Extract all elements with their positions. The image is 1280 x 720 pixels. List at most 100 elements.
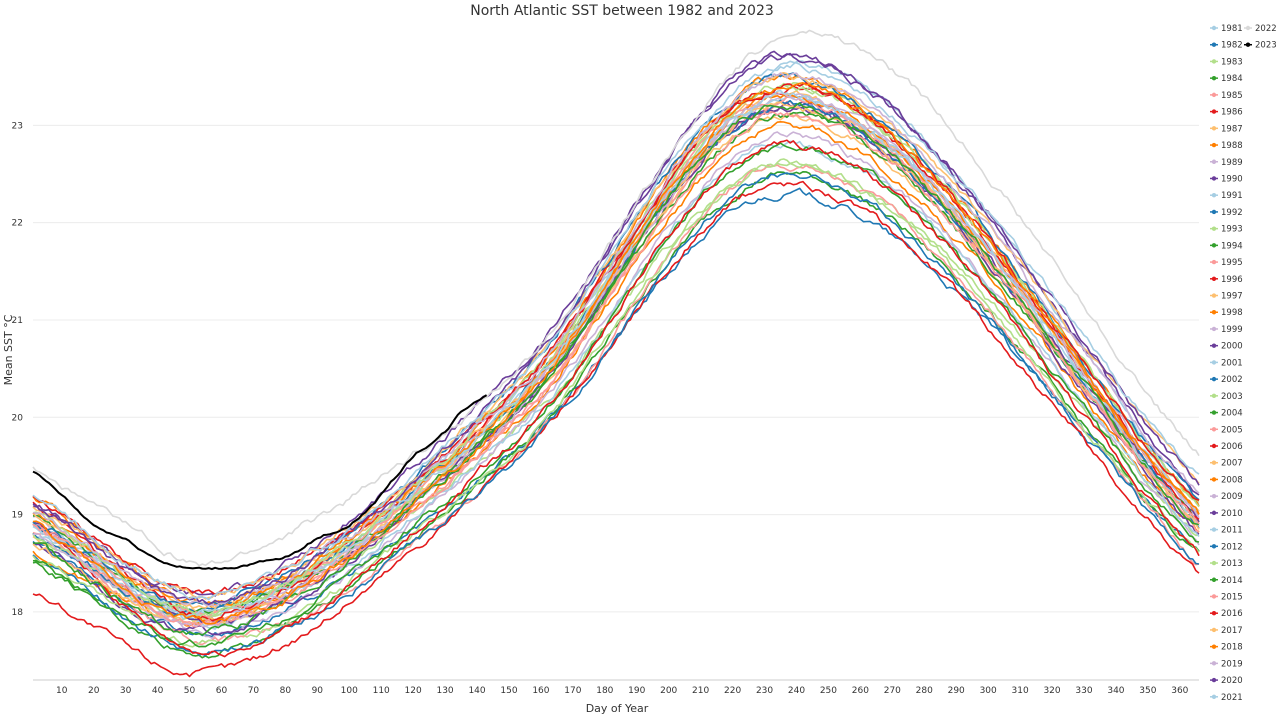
legend-label: 2010 <box>1221 509 1243 519</box>
x-tick-label: 360 <box>1171 686 1188 696</box>
y-tick-label: 21 <box>12 316 23 326</box>
legend-marker <box>1211 560 1217 566</box>
legend-item-1984[interactable]: 1984 <box>1210 74 1243 84</box>
legend-item-1988[interactable]: 1988 <box>1210 141 1243 151</box>
legend-label: 1983 <box>1221 57 1243 67</box>
legend-item-1993[interactable]: 1993 <box>1210 225 1243 235</box>
legend-label: 2008 <box>1221 475 1243 485</box>
x-tick-label: 120 <box>405 686 422 696</box>
x-tick-label: 270 <box>884 686 901 696</box>
x-tick-label: 160 <box>532 686 549 696</box>
legend-item-1986[interactable]: 1986 <box>1210 108 1243 118</box>
legend-item-2013[interactable]: 2013 <box>1210 559 1243 569</box>
x-axis: 10 20 30 40 50 60 70 80 90 100 110 120 130 140 150 160 1… <box>33 679 1199 696</box>
x-tick-label: 60 <box>216 686 228 696</box>
legend-item-1998[interactable]: 1998 <box>1210 308 1243 318</box>
legend-item-1983[interactable]: 1983 <box>1210 57 1243 67</box>
legend-marker <box>1245 25 1251 31</box>
legend-item-1987[interactable]: 1987 <box>1210 124 1243 134</box>
series-line-2022 <box>32 29 1200 567</box>
legend-label: 2015 <box>1221 592 1243 602</box>
legend-label: 2004 <box>1221 409 1243 419</box>
legend-item-2002[interactable]: 2002 <box>1210 375 1243 385</box>
x-tick-label: 100 <box>341 686 358 696</box>
series-line-2015 <box>32 111 1200 626</box>
legend-label: 2016 <box>1221 609 1243 619</box>
legend-item-2011[interactable]: 2011 <box>1210 526 1243 536</box>
legend-item-1981[interactable]: 1981 <box>1210 24 1243 34</box>
legend-item-2012[interactable]: 2012 <box>1210 542 1243 552</box>
legend-item-2001[interactable]: 2001 <box>1210 358 1243 368</box>
legend-marker <box>1211 427 1217 432</box>
legend-marker <box>1211 25 1217 31</box>
y-tick-label: 22 <box>12 219 23 229</box>
x-tick-label: 220 <box>724 686 741 696</box>
series-line-1995 <box>32 100 1200 628</box>
legend-item-1985[interactable]: 1985 <box>1210 91 1243 101</box>
legend-item-2017[interactable]: 2017 <box>1210 626 1243 636</box>
legend-item-1982[interactable]: 1982 <box>1210 41 1243 51</box>
legend-item-2016[interactable]: 2016 <box>1210 609 1243 619</box>
legend-item-2007[interactable]: 2007 <box>1210 459 1243 469</box>
legend-marker <box>1211 360 1217 365</box>
legend-label: 2019 <box>1221 659 1243 669</box>
legend-label: 1993 <box>1221 225 1243 235</box>
legend[interactable]: 1981 1982 1983 1984 1985 1986 1987 1988 1989 1990… <box>1210 24 1277 703</box>
legend-item-2006[interactable]: 2006 <box>1210 442 1243 452</box>
legend-item-1997[interactable]: 1997 <box>1210 292 1243 302</box>
legend-label: 2013 <box>1221 559 1243 569</box>
x-tick-label: 130 <box>436 686 453 696</box>
legend-marker <box>1211 410 1217 415</box>
series-line-2023 <box>32 394 488 571</box>
legend-item-2005[interactable]: 2005 <box>1210 425 1243 435</box>
legend-item-1989[interactable]: 1989 <box>1210 158 1243 168</box>
legend-item-1999[interactable]: 1999 <box>1210 325 1243 335</box>
series-line-1996 <box>32 139 1200 658</box>
legend-marker <box>1211 594 1217 599</box>
legend-item-2009[interactable]: 2009 <box>1210 492 1243 502</box>
legend-marker <box>1211 627 1217 633</box>
legend-marker <box>1211 276 1217 281</box>
legend-marker <box>1211 460 1217 465</box>
x-tick-label: 110 <box>373 686 390 696</box>
legend-item-2019[interactable]: 2019 <box>1210 659 1243 669</box>
legend-label: 2017 <box>1221 626 1243 636</box>
legend-item-2023[interactable]: 2023 <box>1244 41 1277 51</box>
x-tick-label: 250 <box>820 686 837 696</box>
legend-label: 2006 <box>1221 442 1243 452</box>
x-tick-label: 190 <box>628 686 645 696</box>
series-line-2014 <box>32 102 1200 636</box>
legend-item-2015[interactable]: 2015 <box>1210 592 1243 602</box>
legend-item-1990[interactable]: 1990 <box>1210 174 1243 184</box>
legend-item-2018[interactable]: 2018 <box>1210 643 1243 653</box>
legend-item-2008[interactable]: 2008 <box>1210 475 1243 485</box>
legend-item-2020[interactable]: 2020 <box>1210 676 1243 686</box>
legend-label: 1996 <box>1221 275 1243 285</box>
legend-item-1995[interactable]: 1995 <box>1210 258 1243 268</box>
legend-item-2010[interactable]: 2010 <box>1210 509 1243 519</box>
legend-item-2022[interactable]: 2022 <box>1244 24 1277 34</box>
legend-item-2014[interactable]: 2014 <box>1210 576 1243 586</box>
x-tick-label: 20 <box>88 686 100 696</box>
legend-item-2000[interactable]: 2000 <box>1210 342 1243 352</box>
legend-item-2021[interactable]: 2021 <box>1210 693 1243 703</box>
legend-label: 2009 <box>1221 492 1243 502</box>
legend-marker <box>1211 59 1217 64</box>
legend-label: 1989 <box>1221 158 1243 168</box>
legend-item-1996[interactable]: 1996 <box>1210 275 1243 285</box>
legend-label: 2000 <box>1221 342 1243 352</box>
legend-label: 1994 <box>1221 241 1243 251</box>
legend-marker <box>1211 477 1217 482</box>
x-tick-label: 30 <box>120 686 132 696</box>
legend-item-1992[interactable]: 1992 <box>1210 208 1243 218</box>
legend-label: 1987 <box>1221 124 1243 134</box>
legend-item-2004[interactable]: 2004 <box>1210 409 1243 419</box>
series-line-2005 <box>32 95 1200 618</box>
series-line-2016 <box>32 82 1200 596</box>
legend-label: 2018 <box>1221 643 1243 653</box>
x-tick-label: 350 <box>1139 686 1156 696</box>
legend-item-2003[interactable]: 2003 <box>1210 392 1243 402</box>
y-axis: 18 19 20 21 22 23 <box>12 121 24 618</box>
legend-item-1994[interactable]: 1994 <box>1210 241 1243 251</box>
legend-item-1991[interactable]: 1991 <box>1210 191 1243 201</box>
